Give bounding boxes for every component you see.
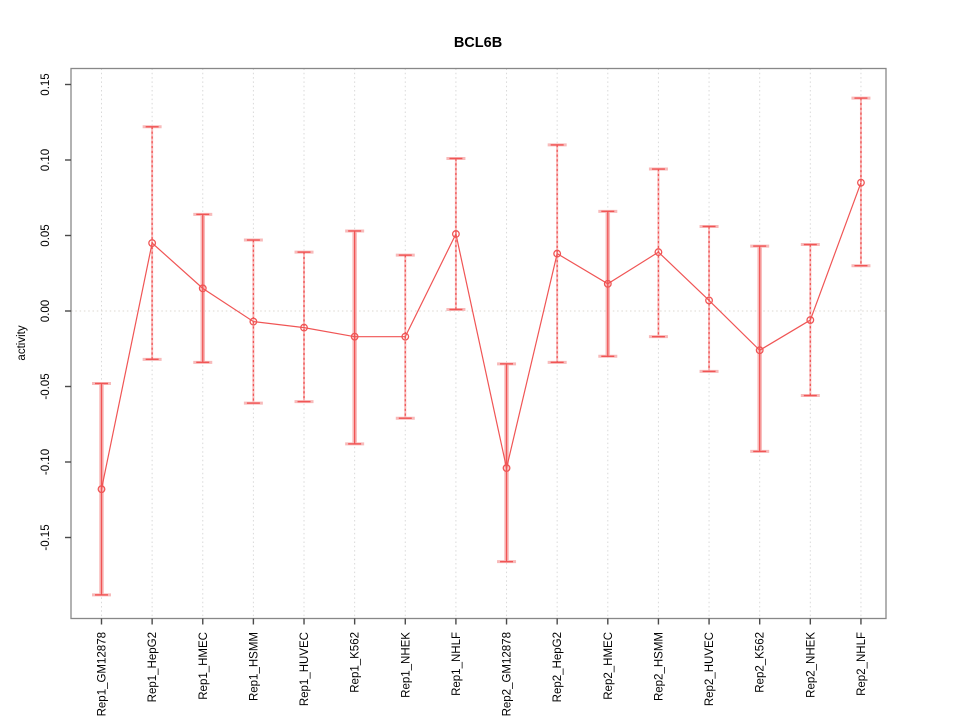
y-tick-label: 0.05 xyxy=(40,224,52,246)
data-point xyxy=(249,317,258,326)
x-tick-label: Rep2_HUVEC xyxy=(704,632,716,706)
x-tick-label: Rep2_HSMM xyxy=(653,632,665,701)
x-tick-label: Rep2_HepG2 xyxy=(552,632,564,702)
data-point xyxy=(654,248,663,257)
y-axis-label: activity xyxy=(16,325,28,360)
data-point xyxy=(806,316,815,325)
x-tick-label: Rep2_K562 xyxy=(755,632,767,693)
x-tick-label: Rep1_NHEK xyxy=(400,632,412,698)
y-tick-label: 0.10 xyxy=(40,149,52,171)
y-tick-label: -0.10 xyxy=(40,449,52,475)
series-line xyxy=(100,182,862,490)
y-tick-label: -0.15 xyxy=(40,524,52,550)
x-tick-label: Rep1_GM12878 xyxy=(97,632,109,716)
x-tick-label: Rep2_NHEK xyxy=(805,632,817,698)
x-tick-label: Rep1_HSMM xyxy=(248,632,260,701)
data-point xyxy=(502,464,511,472)
x-tick-label: Rep1_NHLF xyxy=(451,632,463,696)
plot-area: 0.15 0.10 0.05 0.00 -0.05 -0.10 -0.15 Rep1_GM12… xyxy=(40,67,887,716)
x-tick-label: Rep2_GM12878 xyxy=(502,632,514,716)
x-tick-label: Rep1_HMEC xyxy=(198,632,210,700)
data-point xyxy=(705,296,714,305)
data-point xyxy=(198,284,207,293)
data-point xyxy=(401,332,410,341)
data-point xyxy=(553,249,562,258)
data-point xyxy=(451,230,460,238)
data-point xyxy=(857,178,865,187)
data-point xyxy=(97,485,106,494)
y-tick-label: 0.15 xyxy=(40,73,52,95)
data-point xyxy=(755,346,764,355)
chart-title: BCL6B xyxy=(454,35,502,51)
y-tick-label: -0.05 xyxy=(40,373,52,399)
x-tick-label: Rep1_HUVEC xyxy=(299,632,311,706)
data-point xyxy=(148,239,157,247)
y-tick-label: 0.00 xyxy=(40,300,52,322)
x-tick-label: Rep2_HMEC xyxy=(603,632,615,700)
data-point xyxy=(603,279,612,288)
x-tick-label: Rep2_NHLF xyxy=(856,632,868,696)
plot-frame xyxy=(70,67,887,620)
x-tick-label: Rep1_K562 xyxy=(350,632,362,693)
data-point xyxy=(350,332,359,341)
x-tick-label: Rep1_HepG2 xyxy=(147,632,159,702)
data-point xyxy=(300,323,308,332)
